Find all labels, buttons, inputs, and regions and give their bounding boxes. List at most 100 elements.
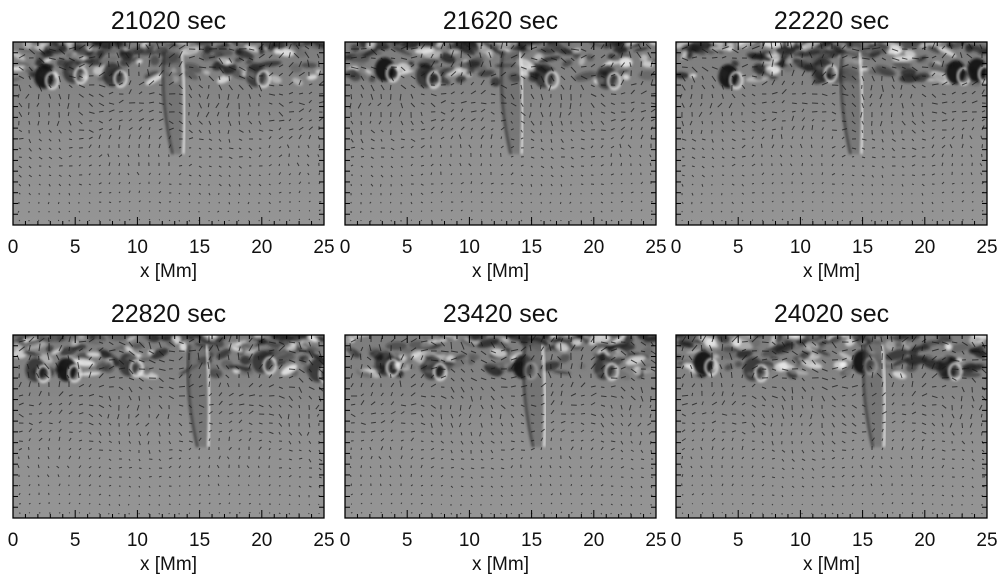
plume-edge-dark xyxy=(839,51,852,155)
plot-frame xyxy=(675,334,988,519)
x-tick-label: 5 xyxy=(733,530,744,551)
panel-6: 24020 sec 0 5 10 15 20 25 x [Mm] xyxy=(671,300,998,575)
eddy-core xyxy=(374,57,395,82)
eddy-rim xyxy=(385,358,400,377)
x-tick-label: 15 xyxy=(521,530,542,551)
eddy-rim xyxy=(754,364,769,383)
plume-edge-bright xyxy=(205,344,211,448)
eddy-core xyxy=(245,62,266,87)
plot-frame xyxy=(12,334,325,519)
eddy-core xyxy=(25,357,46,382)
eddy-core xyxy=(937,355,958,380)
x-tick-label: 0 xyxy=(671,237,682,258)
heatmap-area xyxy=(13,42,324,225)
plume-edge-dark xyxy=(186,344,199,448)
x-tick-label: 20 xyxy=(583,530,604,551)
eddy-rim xyxy=(977,65,987,84)
x-axis-label: x [Mm] xyxy=(140,261,197,282)
eddy-core xyxy=(62,59,83,84)
x-tick-label: 0 xyxy=(671,530,682,551)
x-tick-label: 5 xyxy=(70,530,81,551)
plot-frame xyxy=(12,41,325,226)
eddy-core xyxy=(945,60,966,85)
eddy-core xyxy=(34,64,55,89)
eddy-rim xyxy=(544,70,560,89)
x-axis-label: x [Mm] xyxy=(803,554,860,575)
x-tick-label: 25 xyxy=(976,530,997,551)
eddy-core xyxy=(967,58,987,83)
plume-edge-bright xyxy=(858,51,864,155)
panel-title: 21020 sec xyxy=(111,7,226,35)
x-tick-label: 5 xyxy=(402,237,413,258)
eddy-rim xyxy=(73,66,88,85)
plume-edge-dark xyxy=(161,51,174,155)
eddy-rim xyxy=(44,71,60,90)
velocity-vectors xyxy=(349,42,656,222)
x-tick-label: 15 xyxy=(189,237,210,258)
x-tick-label: 25 xyxy=(313,530,334,551)
eddy-core xyxy=(743,357,764,382)
eddy-core xyxy=(812,57,833,82)
panel-1: 21020 sec 0 5 10 15 20 25 x [Mm] xyxy=(8,7,335,282)
x-tick-label: 15 xyxy=(521,237,542,258)
velocity-vectors xyxy=(17,42,324,222)
eddy-core xyxy=(102,62,123,87)
x-axis-label: x [Mm] xyxy=(472,554,529,575)
x-tick-label: 25 xyxy=(976,237,997,258)
eddy-core xyxy=(251,349,272,374)
eddy-rim xyxy=(607,72,622,91)
x-tick-label: 20 xyxy=(251,237,272,258)
eddy-rim xyxy=(318,365,324,384)
eddy-core xyxy=(422,355,443,380)
velocity-vectors xyxy=(680,335,987,515)
x-tick-label: 10 xyxy=(459,530,480,551)
eddy-core xyxy=(374,351,395,376)
eddy-core xyxy=(415,63,436,88)
eddy-rim xyxy=(385,64,400,83)
x-tick-label: 20 xyxy=(914,530,935,551)
panel-2: 21620 sec 0 5 10 15 20 25 x [Mm] xyxy=(340,7,667,282)
plume-edge-dark xyxy=(862,344,874,448)
x-tick-label: 10 xyxy=(127,237,148,258)
x-tick-label: 5 xyxy=(402,530,413,551)
eddy-rim xyxy=(256,69,271,88)
velocity-vectors xyxy=(16,335,324,515)
x-tick-label: 10 xyxy=(459,237,480,258)
eddy-rim xyxy=(113,69,128,88)
eddy-rim xyxy=(129,359,144,378)
plot-frame xyxy=(675,41,988,226)
plume-edge-dark xyxy=(522,344,535,448)
x-tick-label: 10 xyxy=(790,237,811,258)
x-tick-label: 25 xyxy=(313,237,334,258)
heatmap-area xyxy=(345,42,656,225)
plume-edge-bright xyxy=(518,51,525,155)
x-tick-label: 0 xyxy=(340,237,351,258)
plot-frame xyxy=(344,41,657,226)
eddy-core xyxy=(593,355,614,380)
eddy-core xyxy=(56,357,77,382)
eddy-rim xyxy=(604,362,619,381)
velocity-vectors xyxy=(349,335,656,515)
panel-4: 22820 sec 0 5 10 15 20 25 x [Mm] xyxy=(8,300,335,575)
eddy-core xyxy=(718,64,739,89)
panel-title: 22820 sec xyxy=(111,300,226,328)
x-tick-label: 5 xyxy=(70,237,81,258)
x-tick-label: 5 xyxy=(733,237,744,258)
eddy-core xyxy=(534,63,555,88)
panel-title: 23420 sec xyxy=(443,300,558,328)
panel-title: 21620 sec xyxy=(443,7,558,35)
x-tick-label: 15 xyxy=(852,237,873,258)
x-tick-label: 20 xyxy=(914,237,935,258)
heatmap-area xyxy=(676,42,987,225)
x-tick-label: 0 xyxy=(340,530,351,551)
x-tick-label: 25 xyxy=(645,530,666,551)
x-tick-label: 10 xyxy=(127,530,148,551)
eddy-rim xyxy=(262,356,277,375)
panel-5: 23420 sec 0 5 10 15 20 25 x [Mm] xyxy=(340,300,667,575)
eddy-rim xyxy=(729,71,744,90)
eddy-rim xyxy=(432,362,448,381)
eddy-core xyxy=(596,65,617,90)
plume-edge-bright xyxy=(540,344,547,448)
x-tick-label: 25 xyxy=(645,237,666,258)
